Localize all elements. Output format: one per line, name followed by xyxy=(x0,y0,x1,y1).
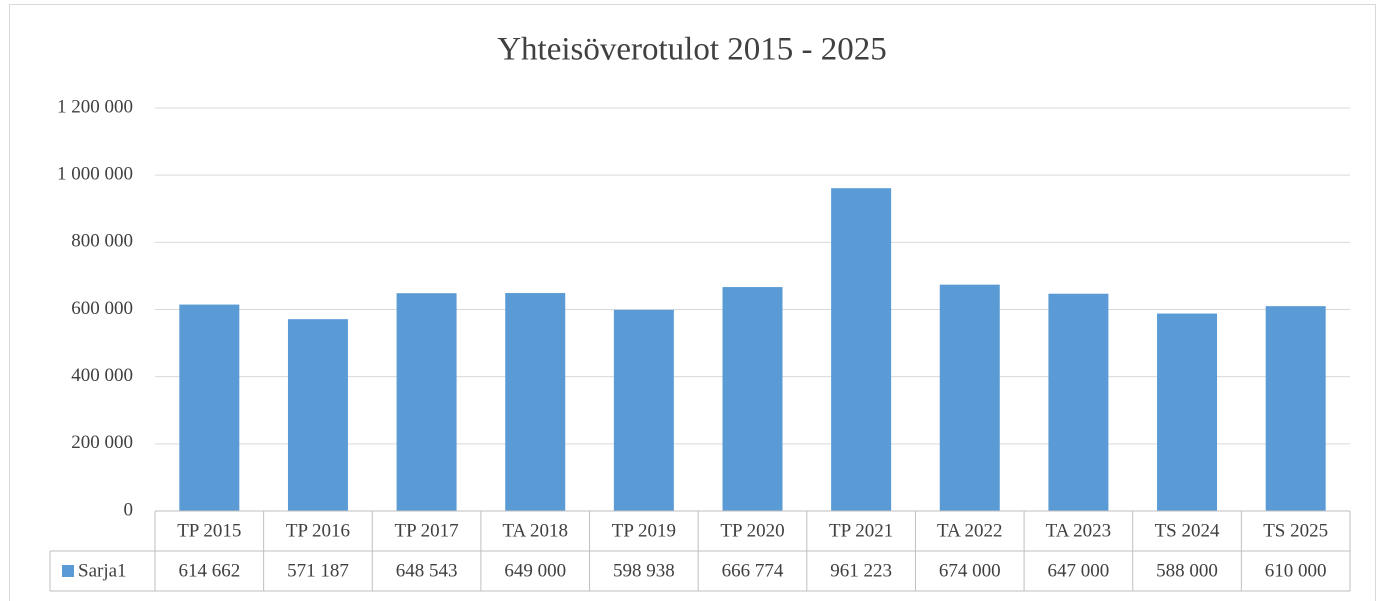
x-tick-label: TP 2016 xyxy=(286,520,350,541)
data-label: 666 774 xyxy=(722,560,784,581)
y-tick-label: 400 000 xyxy=(71,365,133,386)
data-label: 598 938 xyxy=(613,560,675,581)
x-tick-label: TA 2018 xyxy=(502,520,568,541)
data-label: 648 543 xyxy=(396,560,458,581)
x-tick-label: TA 2022 xyxy=(937,520,1003,541)
x-tick-label: TP 2020 xyxy=(720,520,784,541)
bar xyxy=(396,293,457,511)
x-tick-label: TP 2021 xyxy=(829,520,893,541)
bar xyxy=(1048,293,1109,511)
y-tick-label: 600 000 xyxy=(71,298,133,319)
legend-swatch xyxy=(62,565,74,577)
x-tick-label: TS 2024 xyxy=(1155,520,1220,541)
bar xyxy=(613,309,674,511)
x-tick-label: TP 2017 xyxy=(394,520,458,541)
bar xyxy=(939,284,1000,511)
x-tick-label: TA 2023 xyxy=(1046,520,1112,541)
chart-title: Yhteisöverotulot 2015 - 2025 xyxy=(497,32,887,68)
data-label: 610 000 xyxy=(1265,560,1327,581)
bar xyxy=(722,287,783,511)
y-tick-label: 800 000 xyxy=(71,231,133,252)
data-label: 961 223 xyxy=(830,560,892,581)
x-tick-label: TP 2019 xyxy=(612,520,676,541)
y-tick-label: 1 000 000 xyxy=(57,164,133,185)
chart-border xyxy=(9,4,1376,601)
bar xyxy=(1265,306,1326,511)
data-label: 588 000 xyxy=(1156,560,1218,581)
x-tick-label: TS 2025 xyxy=(1263,520,1328,541)
bar xyxy=(1157,313,1218,511)
bar xyxy=(831,188,892,511)
data-label: 649 000 xyxy=(504,560,566,581)
bar xyxy=(179,304,240,511)
data-label: 571 187 xyxy=(287,560,349,581)
x-tick-label: TP 2015 xyxy=(177,520,241,541)
data-label: 674 000 xyxy=(939,560,1001,581)
data-label: 647 000 xyxy=(1048,560,1110,581)
data-label: 614 662 xyxy=(178,560,240,581)
y-tick-label: 1 200 000 xyxy=(57,96,133,117)
y-tick-label: 200 000 xyxy=(71,432,133,453)
y-tick-label: 0 xyxy=(124,499,134,520)
legend-label: Sarja1 xyxy=(78,560,127,581)
bar xyxy=(505,293,566,511)
bar xyxy=(287,319,348,511)
